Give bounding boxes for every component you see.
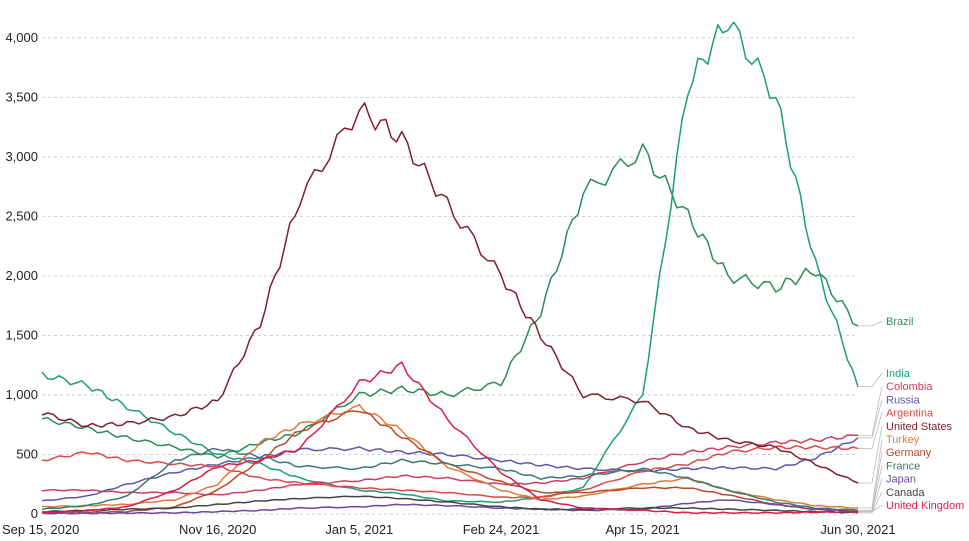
series-line-brazil: [41, 143, 859, 459]
series-line-united-states: [41, 102, 859, 484]
legend-leader-line: [858, 412, 883, 449]
legend-leader-line: [858, 320, 883, 327]
y-tick-label: 500: [16, 446, 38, 461]
legend-label-turkey: Turkey: [886, 434, 920, 446]
legend-label-france: France: [886, 460, 920, 472]
y-tick-label: 0: [31, 506, 38, 521]
legend-label-united-kingdom: United Kingdom: [886, 500, 964, 512]
y-tick-label: 1,500: [5, 327, 38, 342]
legend-label-united-states: United States: [886, 421, 953, 433]
series-line-india: [41, 21, 859, 504]
series-line-turkey: [41, 403, 859, 509]
legend-leader-line: [858, 504, 883, 513]
x-tick-label: Jan 5, 2021: [325, 522, 393, 537]
legend-leader-line: [858, 399, 883, 439]
y-tick-label: 3,500: [5, 89, 38, 104]
legend-leader-line: [858, 491, 883, 514]
series-line-colombia: [41, 434, 859, 496]
legend: BrazilIndiaColombiaRussiaArgentinaUnited…: [886, 316, 964, 512]
legend-leader-line: [858, 372, 883, 388]
series-lines: [41, 21, 859, 515]
legend-label-japan: Japan: [886, 474, 916, 486]
x-tick-label: Apr 15, 2021: [605, 522, 679, 537]
y-axis-tick-labels: 0 500 1,000 1,500 2,000 2,500 3,000 3,500 4,000: [5, 30, 38, 521]
legend-leader-line: [858, 386, 883, 436]
series-line-japan: [41, 499, 859, 515]
x-axis-tick-labels: Sep 15, 2020 Nov 16, 2020 Jan 5, 2021 Feb 2…: [2, 522, 896, 537]
legend-label-colombia: Colombia: [886, 381, 933, 393]
legend-label-canada: Canada: [886, 487, 925, 499]
y-tick-label: 2,000: [5, 268, 38, 283]
y-tick-label: 2,500: [5, 208, 38, 223]
legend-leader-line: [858, 478, 883, 513]
legend-label-india: India: [886, 368, 911, 380]
series-line-france: [41, 447, 859, 512]
x-tick-label: Jun 30, 2021: [820, 522, 895, 537]
x-tick-label: Nov 16, 2020: [179, 522, 256, 537]
series-line-russia: [41, 437, 859, 502]
x-tick-label: Sep 15, 2020: [2, 522, 79, 537]
x-tick-label: Feb 24, 2021: [463, 522, 540, 537]
legend-label-germany: Germany: [886, 447, 932, 459]
legend-label-brazil: Brazil: [886, 316, 914, 328]
legend-leader-lines: [858, 320, 883, 514]
series-line-united-kingdom: [41, 361, 859, 515]
series-line-canada: [41, 495, 859, 514]
y-tick-label: 4,000: [5, 30, 38, 45]
y-tick-label: 1,000: [5, 387, 38, 402]
legend-leader-line: [858, 438, 883, 509]
y-tick-label: 3,000: [5, 149, 38, 164]
legend-label-russia: Russia: [886, 394, 921, 406]
legend-label-argentina: Argentina: [886, 408, 934, 420]
legend-leader-line: [858, 425, 883, 484]
series-line-argentina: [41, 444, 859, 499]
